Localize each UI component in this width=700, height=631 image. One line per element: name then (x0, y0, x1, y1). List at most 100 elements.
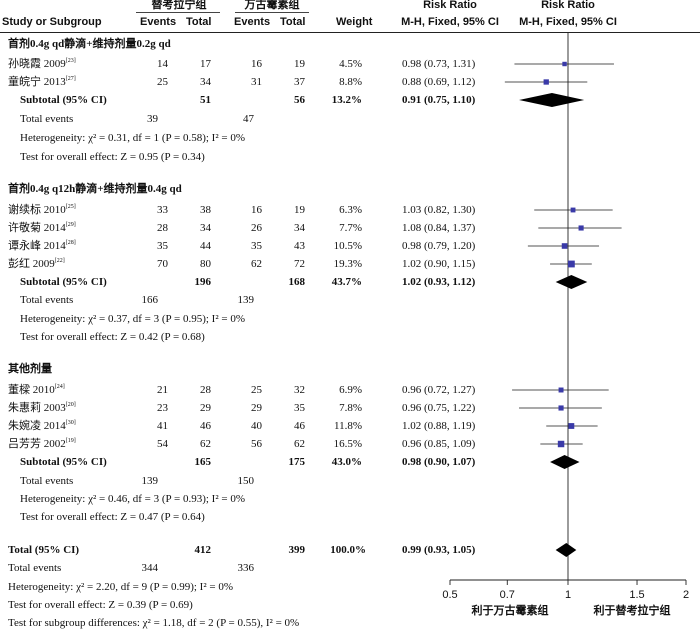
total-group2: 32 (294, 384, 305, 396)
grand-total-events-group2: 336 (237, 562, 255, 574)
total-group1: 80 (200, 258, 211, 270)
effect-marker (561, 243, 568, 249)
events1-header: Events (140, 16, 177, 28)
subtotal-label: Subtotal (95% CI) (20, 94, 107, 106)
events-group1: 70 (157, 258, 168, 270)
effect-marker (557, 440, 565, 448)
grand-total-group1: 412 (194, 544, 212, 556)
group2-header: 万古霉素组 (244, 0, 300, 11)
overall-effect-text: Test for overall effect: Z = 0.47 (P = 0… (20, 511, 205, 523)
group1-rule (136, 12, 220, 13)
risk-ratio-header-right: Risk Ratio (541, 0, 595, 11)
grand-total-group2: 399 (288, 544, 306, 556)
total-group2: 35 (294, 402, 305, 414)
grand-total-events-label: Total events (8, 562, 62, 574)
x-tick-label: 1 (565, 589, 571, 601)
reference-superscript: [23] (65, 58, 76, 64)
total1-header: Total (186, 16, 212, 28)
subtotal-label: Subtotal (95% CI) (20, 276, 107, 288)
total-group1: 44 (200, 240, 211, 252)
study-name: 许敬菊 2014[29] (8, 222, 76, 234)
events-group2: 29 (251, 402, 262, 414)
total-group2: 34 (294, 222, 305, 234)
study-name: 朱惠莉 2003[20] (8, 402, 76, 414)
total-group2: 43 (294, 240, 305, 252)
effect-marker (578, 225, 584, 231)
weight-value: 10.5% (333, 240, 362, 252)
grand-overall-effect-text: Test for overall effect: Z = 0.39 (P = 0… (8, 599, 193, 611)
total-group1: 34 (200, 222, 211, 234)
subtotal-total-group2: 56 (294, 94, 305, 106)
favours-right-label: 利于替考拉宁组 (594, 603, 671, 617)
weight-value: 7.8% (339, 402, 362, 414)
header-rule (0, 32, 700, 33)
reference-superscript: [19] (65, 438, 76, 444)
effect-marker (558, 405, 564, 411)
subtotal-weight: 43.0% (331, 456, 362, 468)
reference-superscript: [29] (65, 222, 76, 228)
pooled-diamond (555, 275, 588, 289)
subgroup-title: 首剂0.4g qd静滴+维持剂量0.2g qd (8, 38, 171, 50)
method-header-left: M-H, Fixed, 95% CI (401, 16, 499, 28)
total-events-group1: 166 (141, 294, 159, 306)
subtotal-ci: 1.02 (0.93, 1.12) (402, 276, 476, 288)
reference-superscript: [27] (65, 76, 76, 82)
events-group2: 16 (251, 58, 262, 70)
events-group1: 35 (157, 240, 168, 252)
study-column-header: Study or Subgroup (2, 16, 102, 28)
weight-header: Weight (336, 16, 373, 28)
total-group1: 46 (200, 420, 211, 432)
reference-superscript: [25] (65, 204, 76, 210)
effect-marker (543, 79, 549, 85)
events-group1: 54 (157, 438, 168, 450)
events-group1: 33 (157, 204, 168, 216)
ci-value: 0.96 (0.72, 1.27) (402, 384, 476, 396)
overall-effect-text: Test for overall effect: Z = 0.95 (P = 0… (20, 151, 205, 163)
overall-effect-text: Test for overall effect: Z = 0.42 (P = 0… (20, 331, 205, 343)
grand-total-weight: 100.0% (330, 544, 366, 556)
study-name: 童皖宁 2013[27] (8, 76, 76, 88)
study-name: 孙晓霞 2009[23] (8, 58, 76, 70)
group1-header: 替考拉宁组 (151, 0, 207, 11)
grand-total-ci: 0.99 (0.93, 1.05) (402, 544, 476, 556)
heterogeneity-text: Heterogeneity: χ² = 0.31, df = 1 (P = 0.… (20, 132, 245, 144)
subgroup-title: 首剂0.4g q12h静滴+维持剂量0.4g qd (8, 183, 182, 195)
ci-value: 1.03 (0.82, 1.30) (402, 204, 476, 216)
subtotal-weight: 43.7% (331, 276, 362, 288)
effect-marker (570, 207, 576, 213)
effect-marker (568, 423, 575, 429)
total-label: Total (95% CI) (8, 544, 80, 556)
weight-value: 19.3% (333, 258, 362, 270)
subtotal-ci: 0.98 (0.90, 1.07) (402, 456, 476, 468)
total-events-group1: 39 (147, 113, 158, 125)
ci-value: 0.88 (0.69, 1.12) (402, 76, 476, 88)
total-events-group2: 150 (237, 475, 255, 487)
pooled-diamond (550, 455, 580, 469)
pooled-diamond (555, 543, 577, 557)
events-group2: 31 (251, 76, 262, 88)
reference-superscript: [28] (65, 240, 76, 246)
events-group2: 40 (251, 420, 262, 432)
x-tick-label: 0.5 (442, 589, 457, 601)
grand-total-events-group1: 344 (141, 562, 159, 574)
ci-value: 1.02 (0.90, 1.15) (402, 258, 476, 270)
events-group2: 56 (251, 438, 262, 450)
events2-header: Events (234, 16, 271, 28)
events-group1: 21 (157, 384, 168, 396)
total-group2: 19 (294, 204, 305, 216)
subtotal-label: Subtotal (95% CI) (20, 456, 107, 468)
subtotal-total-group2: 168 (288, 276, 306, 288)
total-events-group2: 139 (237, 294, 255, 306)
group2-rule (235, 12, 309, 13)
total-group2: 46 (294, 420, 305, 432)
total-events-label: Total events (20, 294, 74, 306)
subgroup-differences-text: Test for subgroup differences: χ² = 1.18… (8, 617, 300, 629)
subtotal-total-group2: 175 (288, 456, 306, 468)
subtotal-weight: 13.2% (331, 94, 362, 106)
total2-header: Total (280, 16, 306, 28)
ci-value: 0.96 (0.75, 1.22) (402, 402, 476, 414)
weight-value: 16.5% (333, 438, 362, 450)
x-tick-label: 1.5 (629, 589, 644, 601)
total-events-label: Total events (20, 113, 74, 125)
